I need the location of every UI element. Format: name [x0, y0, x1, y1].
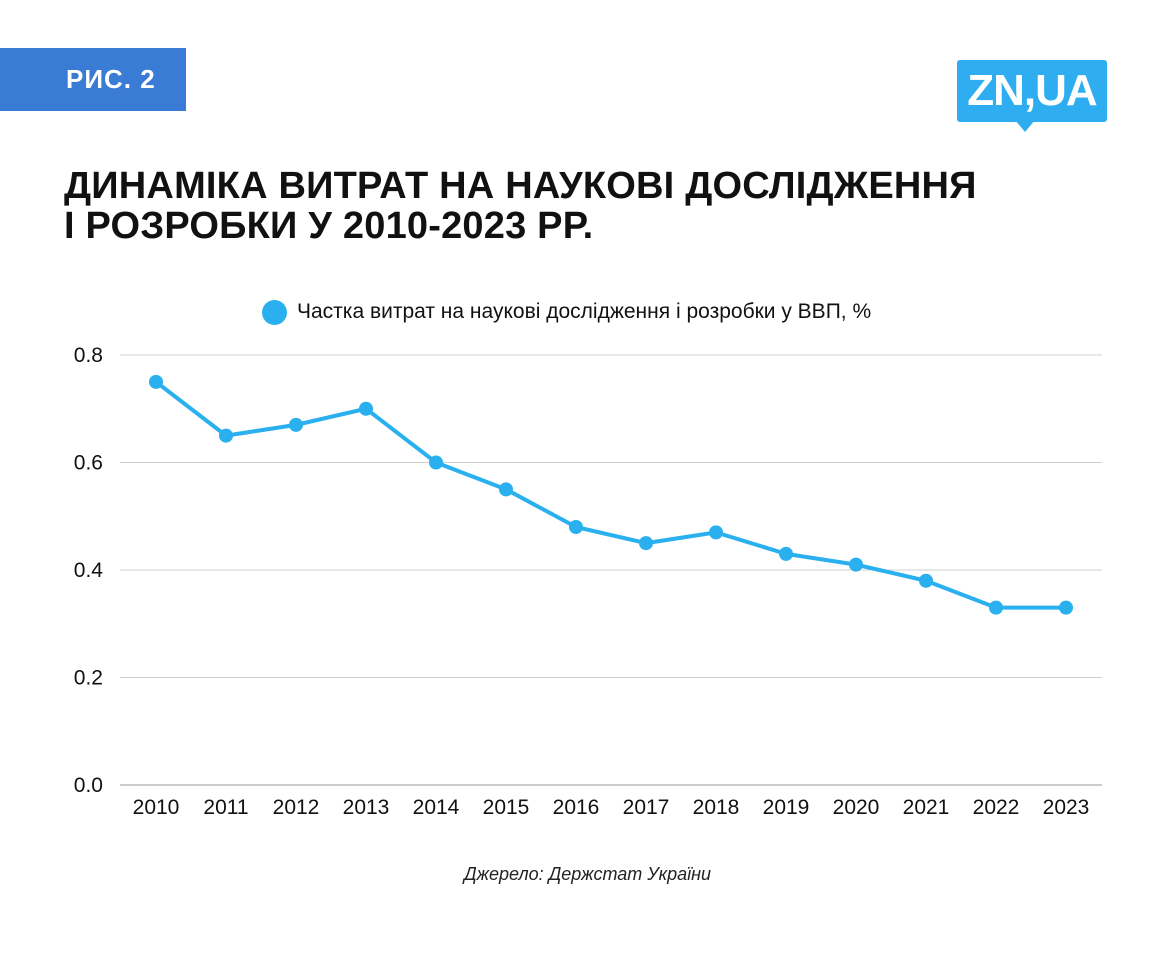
data-point [569, 520, 583, 534]
x-tick-label: 2019 [763, 796, 810, 819]
data-point [499, 482, 513, 497]
figure-badge-label: РИС. 2 [66, 64, 156, 94]
x-tick-label: 2021 [903, 796, 950, 819]
y-tick-label: 0.8 [74, 344, 103, 367]
data-point [919, 573, 933, 588]
x-tick-label: 2010 [133, 796, 180, 819]
data-point [429, 455, 443, 470]
zn-ua-logo: ZN,UA [957, 60, 1109, 132]
data-point [359, 401, 373, 416]
chart-title: ДИНАМІКА ВИТРАТ НА НАУКОВІ ДОСЛІДЖЕННЯ І… [64, 166, 1044, 246]
y-tick-label: 0.6 [74, 452, 103, 475]
series-line [154, 379, 1068, 610]
chart-title-line-1: ДИНАМІКА ВИТРАТ НА НАУКОВІ ДОСЛІДЖЕННЯ [64, 165, 977, 207]
chart-legend: Частка витрат на наукові дослідження і р… [262, 296, 871, 328]
data-point [149, 374, 163, 389]
data-point [639, 536, 653, 551]
x-tick-label: 2022 [973, 796, 1020, 819]
figure-badge: РИС. 2 [0, 48, 186, 111]
x-tick-label: 2011 [203, 796, 248, 819]
x-tick-label: 2016 [553, 796, 600, 819]
x-tick-label: 2020 [833, 796, 880, 819]
data-point [989, 600, 1003, 615]
y-tick-label: 0.2 [74, 667, 103, 690]
logo-text: ZN,UA [967, 66, 1097, 115]
source-note: Джерело: Держстат України [463, 864, 712, 884]
data-point [219, 428, 233, 443]
x-tick-label: 2013 [343, 796, 390, 819]
x-tick-label: 2018 [693, 796, 740, 819]
x-tick-label: 2014 [413, 796, 460, 819]
data-point [709, 525, 723, 540]
logo-box: ZN,UA [957, 60, 1107, 122]
x-tick-label: 2017 [623, 796, 670, 819]
x-tick-label: 2015 [483, 796, 530, 819]
legend-marker [262, 299, 287, 325]
data-point [779, 546, 793, 561]
y-tick-label: 0.0 [74, 774, 103, 797]
logo-speech-tail [1015, 120, 1035, 132]
data-point [1059, 600, 1073, 615]
data-point [289, 417, 303, 432]
x-tick-label: 2012 [273, 796, 320, 819]
y-tick-label: 0.4 [74, 559, 104, 582]
legend-label: Частка витрат на наукові дослідження і р… [297, 300, 872, 323]
x-tick-label: 2023 [1043, 796, 1090, 819]
data-point [849, 557, 863, 572]
chart-title-line-2: І РОЗРОБКИ У 2010-2023 РР. [64, 205, 594, 247]
